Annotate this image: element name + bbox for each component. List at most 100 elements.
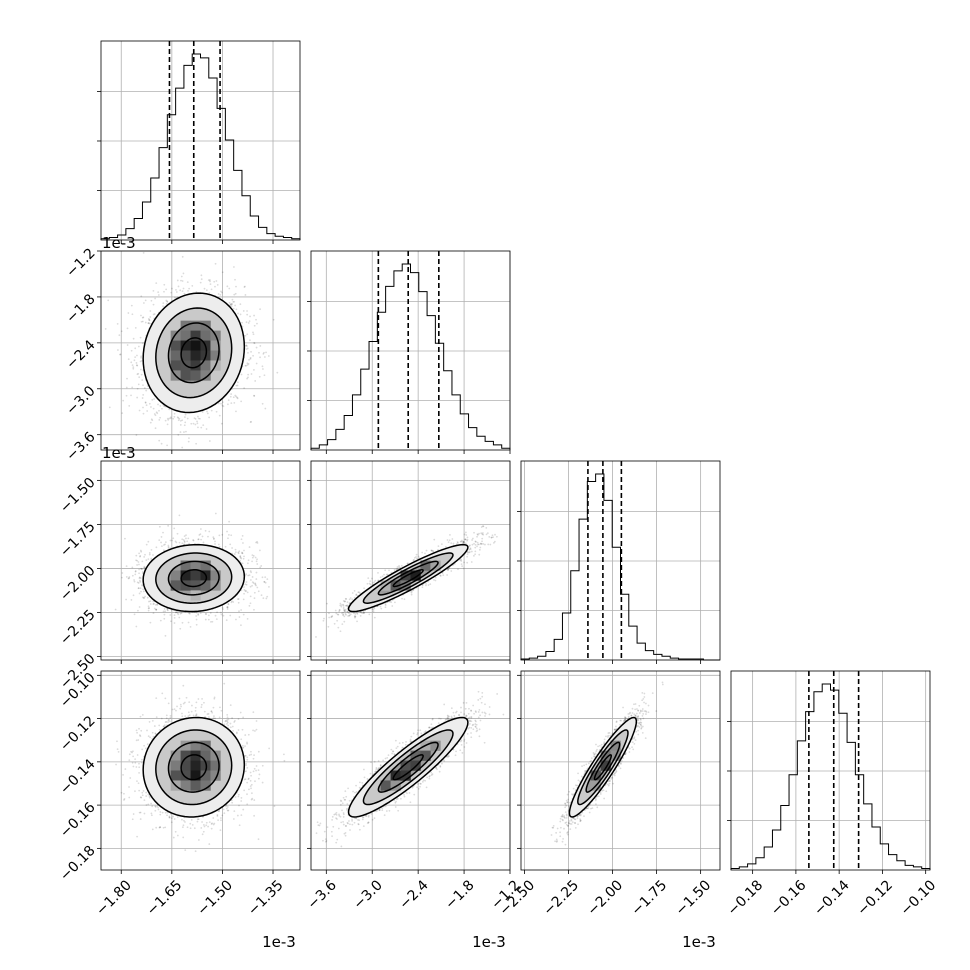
- scatter-point: [152, 303, 155, 306]
- scatter-point: [372, 609, 375, 611]
- scatter-point: [640, 721, 643, 724]
- scatter-point: [481, 711, 484, 714]
- scatter-point: [119, 353, 121, 356]
- scatter-point: [598, 744, 601, 747]
- scatter-point: [157, 403, 159, 406]
- scatter-point: [395, 747, 398, 750]
- scatter-point: [210, 710, 213, 713]
- scatter-point: [562, 819, 564, 822]
- scatter-point: [108, 406, 111, 409]
- scatter-point: [142, 406, 144, 409]
- scatter-point: [380, 607, 383, 610]
- scatter-point: [473, 542, 475, 545]
- scatter-point: [390, 601, 393, 604]
- scatter-point: [373, 760, 376, 763]
- scatter-point: [243, 286, 246, 288]
- scatter-point: [146, 743, 149, 746]
- scatter-point: [437, 722, 440, 725]
- x-tick-label: −3.6: [305, 877, 340, 912]
- scatter-point: [238, 824, 241, 827]
- scatter-point: [347, 615, 350, 617]
- scatter-point: [173, 614, 176, 616]
- scatter-point: [195, 701, 198, 704]
- scatter-point: [225, 805, 227, 808]
- scatter-point: [348, 598, 351, 601]
- scatter-point: [137, 609, 139, 612]
- scatter-point: [167, 718, 170, 721]
- scatter-point: [432, 550, 435, 552]
- scatter-point: [158, 525, 161, 528]
- scatter-point: [377, 767, 380, 770]
- scatter-point: [143, 387, 146, 389]
- scatter-point: [417, 783, 419, 785]
- scatter-point: [141, 342, 144, 345]
- scatter-point: [199, 417, 201, 420]
- scatter-point: [579, 818, 581, 821]
- scatter-point: [131, 574, 134, 577]
- scatter-point: [615, 770, 618, 773]
- scatter-point: [348, 612, 351, 614]
- scatter-point: [346, 809, 348, 811]
- scatter-point: [249, 771, 252, 774]
- scatter-point: [141, 359, 143, 362]
- scatter-point: [181, 538, 184, 541]
- scatter-point: [631, 746, 633, 749]
- scatter-point: [484, 543, 486, 546]
- scatter-point: [138, 606, 141, 608]
- scatter-point: [463, 533, 466, 536]
- scatter-point: [401, 597, 403, 600]
- contour-line: [347, 716, 469, 818]
- scatter-point: [400, 564, 403, 567]
- scatter-point: [175, 288, 177, 291]
- scatter-point: [642, 713, 645, 715]
- scatter-point: [195, 442, 198, 445]
- scatter-point: [638, 722, 640, 725]
- scatter-point: [585, 807, 588, 810]
- scatter-point: [250, 750, 252, 753]
- scatter-point: [159, 619, 162, 622]
- scatter-point: [463, 561, 466, 564]
- scatter-point: [393, 753, 396, 755]
- scatter-point: [248, 320, 251, 323]
- scatter-point: [164, 634, 167, 637]
- scatter-point: [181, 290, 184, 293]
- x-tick-label: −2.25: [541, 877, 583, 919]
- scatter-point: [480, 543, 483, 545]
- scatter-point: [173, 622, 176, 624]
- scatter-point: [252, 555, 255, 557]
- scatter-point: [636, 708, 638, 710]
- scatter-point: [355, 817, 358, 820]
- scatter-point: [164, 610, 167, 613]
- scatter-point: [342, 607, 345, 610]
- scatter-point: [230, 402, 233, 405]
- scatter-point: [490, 536, 493, 539]
- panel-frame: [520, 460, 721, 661]
- scatter-point: [384, 757, 387, 760]
- scatter-point: [181, 542, 184, 545]
- scatter-point: [137, 782, 140, 785]
- scatter-point: [428, 777, 431, 780]
- x-tick-label: −1.80: [93, 877, 135, 919]
- scatter-point: [206, 410, 208, 413]
- scatter-point: [579, 814, 582, 817]
- scatter-point: [189, 827, 192, 830]
- scatter-point: [139, 579, 141, 582]
- scatter-point: [565, 804, 568, 807]
- scatter-point: [437, 545, 440, 548]
- scatter-point: [576, 817, 579, 820]
- scatter-point: [221, 814, 224, 817]
- scatter-point: [134, 758, 137, 761]
- scatter-point: [197, 426, 199, 429]
- scatter-point: [243, 586, 245, 588]
- scatter-point: [474, 725, 477, 728]
- x-tick-label: −1.35: [245, 877, 287, 919]
- scatter-point: [232, 730, 234, 732]
- scatter-point: [609, 780, 611, 782]
- scatter-point: [330, 615, 333, 618]
- scatter-point: [480, 526, 483, 528]
- scatter-point: [155, 608, 157, 611]
- scatter-point: [189, 625, 192, 628]
- scatter-point: [580, 775, 583, 778]
- scatter-point: [250, 792, 253, 795]
- scatter-point: [154, 732, 157, 735]
